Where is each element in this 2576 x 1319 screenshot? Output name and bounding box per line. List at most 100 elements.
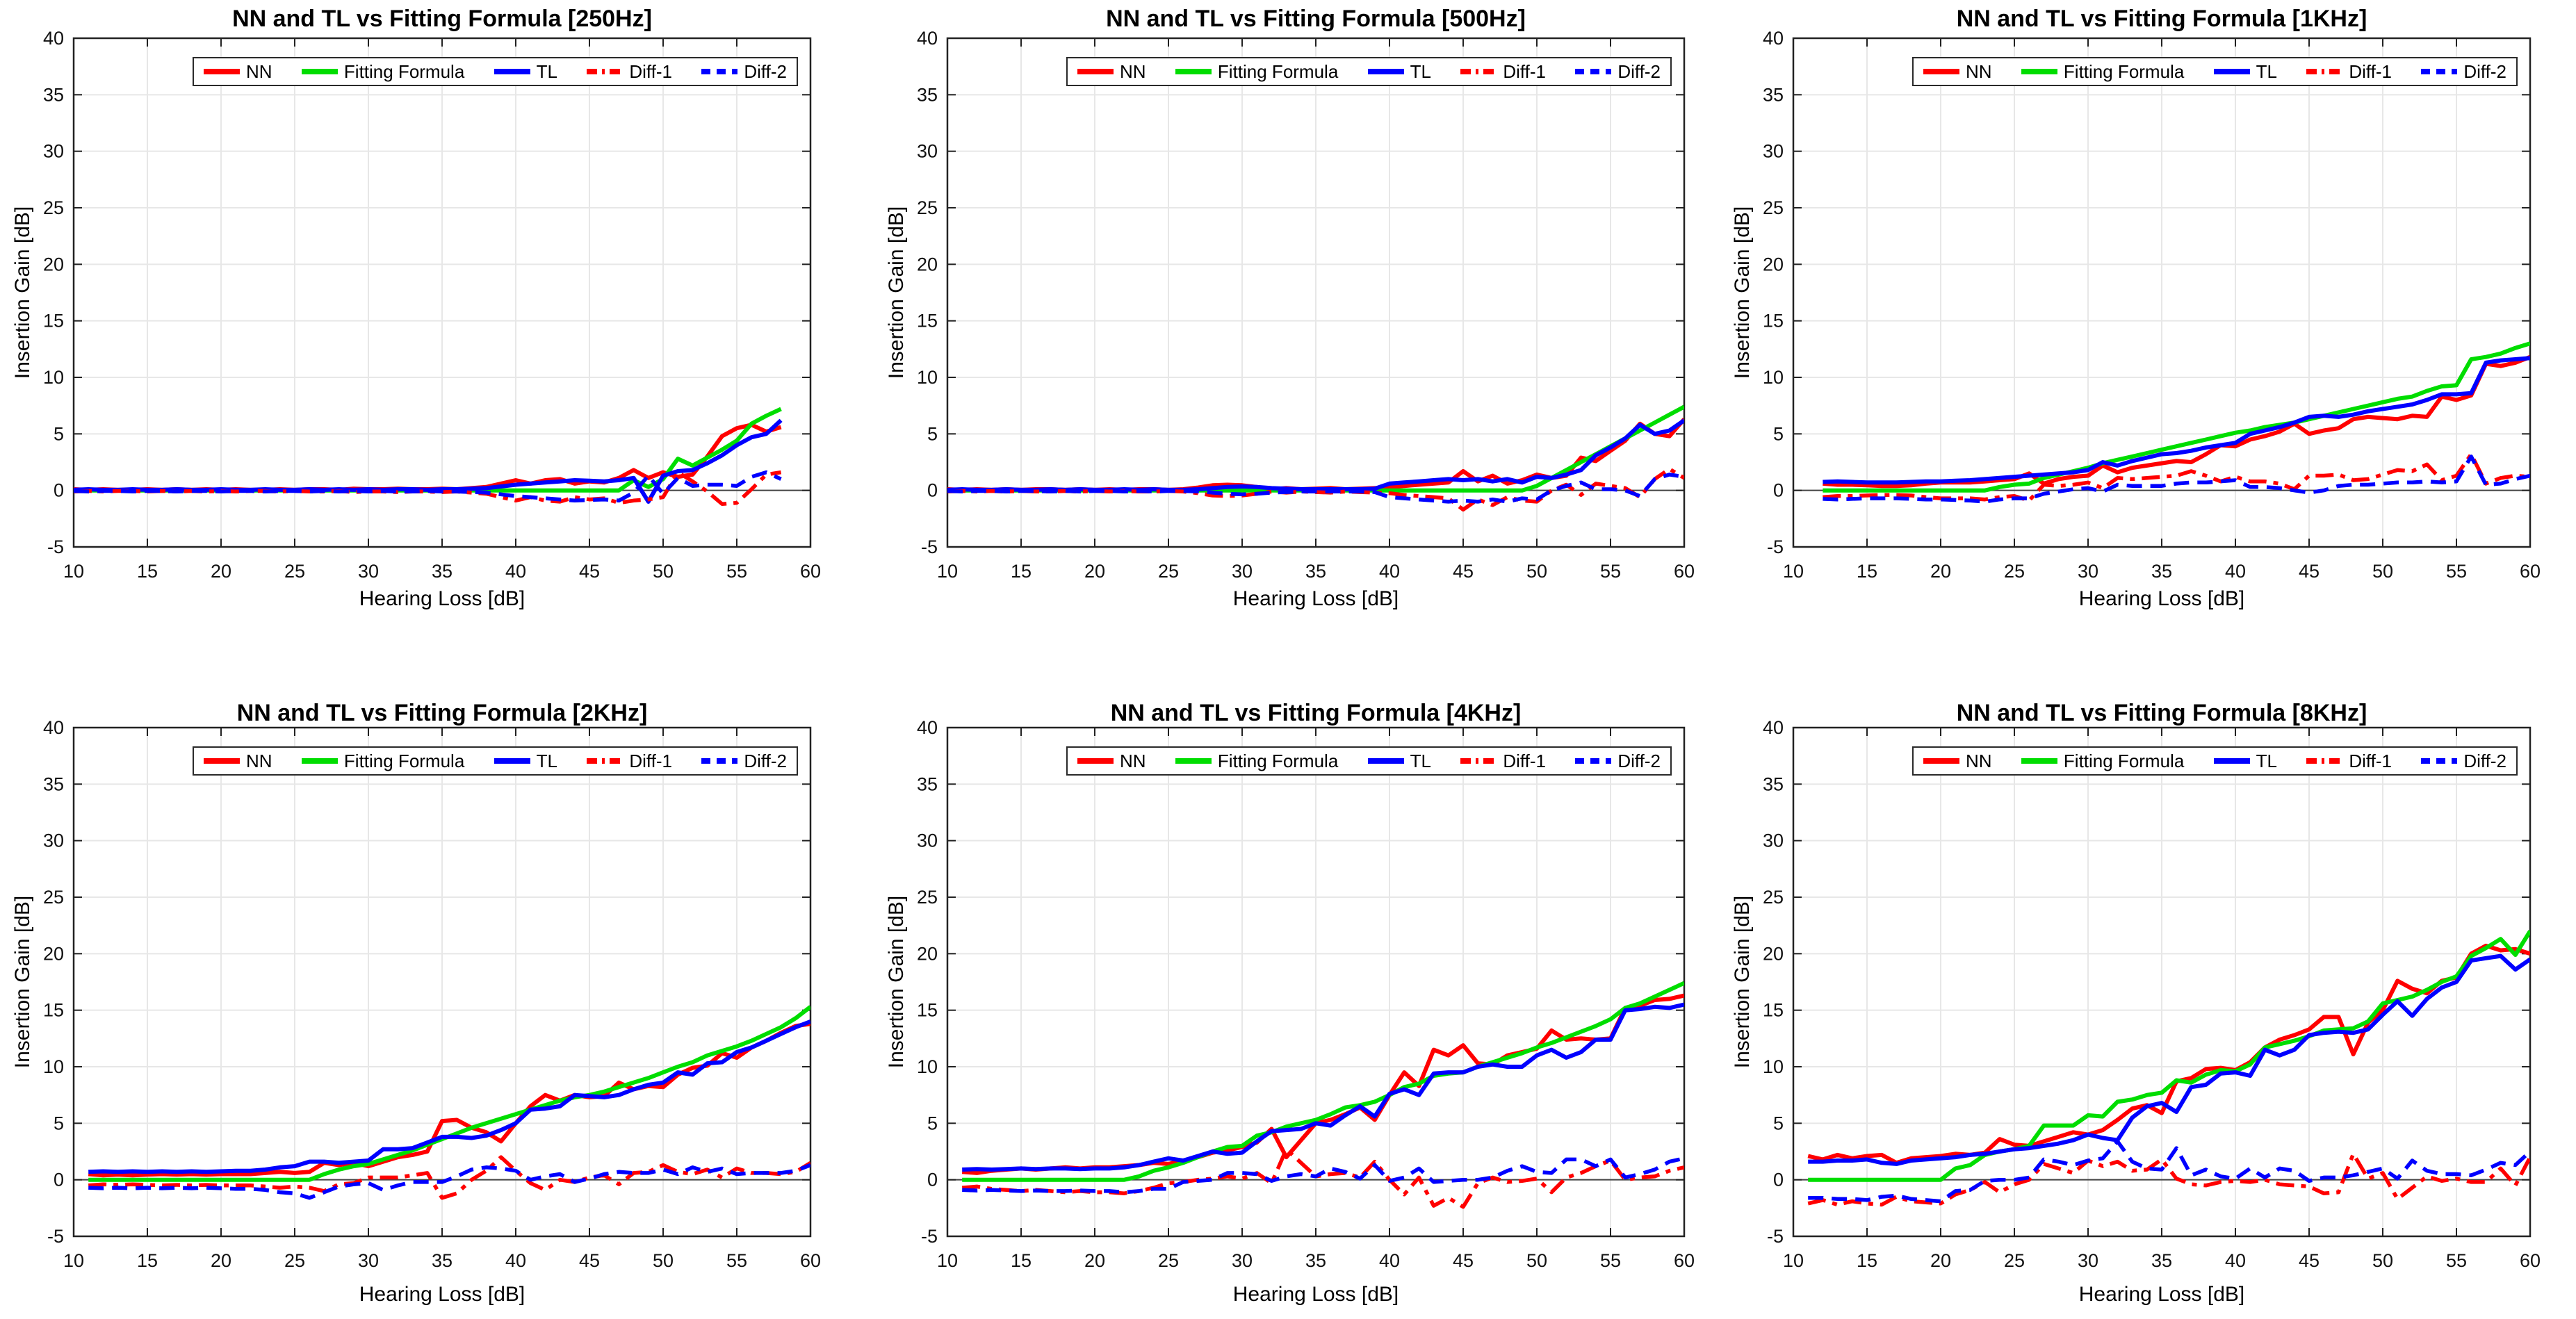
legend-item-fitting-formula: Fitting Formula <box>301 751 464 772</box>
svg-text:25: 25 <box>917 887 938 908</box>
svg-text:-5: -5 <box>1767 1226 1784 1247</box>
svg-text:20: 20 <box>1084 561 1105 582</box>
legend-label: Fitting Formula <box>343 60 465 82</box>
legend-item-nn: NN <box>204 61 272 83</box>
svg-text:45: 45 <box>579 1250 600 1271</box>
legend-label: Diff-2 <box>744 750 787 771</box>
nn-line-sample <box>204 758 240 764</box>
svg-text:55: 55 <box>2446 1250 2467 1271</box>
svg-text:25: 25 <box>917 197 938 218</box>
svg-text:60: 60 <box>1674 561 1695 582</box>
svg-text:0: 0 <box>1773 480 1784 501</box>
svg-text:20: 20 <box>211 1250 231 1271</box>
svg-text:40: 40 <box>1379 561 1400 582</box>
legend-label: Diff-1 <box>1503 750 1546 771</box>
legend-item-diff1: Diff-1 <box>1460 751 1546 772</box>
svg-text:30: 30 <box>1232 561 1253 582</box>
legend-item-diff2: Diff-2 <box>701 751 787 772</box>
nn-line-sample <box>1077 758 1114 764</box>
svg-text:20: 20 <box>1930 1250 1951 1271</box>
svg-text:20: 20 <box>211 561 231 582</box>
svg-text:40: 40 <box>1379 1250 1400 1271</box>
svg-text:0: 0 <box>927 1170 938 1190</box>
svg-text:25: 25 <box>1763 887 1784 908</box>
svg-text:25: 25 <box>284 561 305 582</box>
x-axis-label: Hearing Loss [dB] <box>2078 1283 2245 1306</box>
svg-text:55: 55 <box>726 1250 747 1271</box>
svg-text:40: 40 <box>2225 1250 2246 1271</box>
legend-label: NN <box>1966 60 1992 82</box>
svg-text:20: 20 <box>1930 561 1951 582</box>
svg-text:60: 60 <box>800 561 821 582</box>
svg-text:30: 30 <box>2078 1250 2098 1271</box>
svg-text:40: 40 <box>917 28 938 49</box>
legend-label: Diff-1 <box>2349 60 2392 82</box>
svg-text:10: 10 <box>917 1056 938 1077</box>
legend-item-fitting-formula: Fitting Formula <box>2021 751 2184 772</box>
svg-text:20: 20 <box>1763 254 1784 275</box>
svg-text:50: 50 <box>2372 1250 2393 1271</box>
legend: NN Fitting Formula TL Diff-1 Diff-2 <box>1066 57 1672 86</box>
svg-text:15: 15 <box>43 1000 64 1021</box>
svg-text:30: 30 <box>358 1250 379 1271</box>
svg-text:20: 20 <box>1084 1250 1105 1271</box>
subplot-8khz: NN and TL vs Fitting Formula [8KHz] Inse… <box>1720 660 2576 1319</box>
svg-text:15: 15 <box>1011 561 1032 582</box>
svg-text:-5: -5 <box>47 536 64 557</box>
svg-text:40: 40 <box>43 28 64 49</box>
svg-text:10: 10 <box>43 367 64 388</box>
legend-label: NN <box>1120 60 1146 82</box>
legend-item-fitting-formula: Fitting Formula <box>1175 61 1338 83</box>
x-axis-label: Hearing Loss [dB] <box>1232 587 1399 610</box>
svg-text:30: 30 <box>917 830 938 851</box>
svg-text:30: 30 <box>1763 830 1784 851</box>
svg-text:15: 15 <box>1011 1250 1032 1271</box>
tl-line-sample <box>1367 758 1404 764</box>
svg-text:25: 25 <box>1763 197 1784 218</box>
legend-item-tl: TL <box>1367 61 1431 83</box>
svg-text:35: 35 <box>917 84 938 105</box>
svg-text:25: 25 <box>43 887 64 908</box>
plot-area-500hz: 10 15 20 25 30 35 40 45 50 55 60 -5 0 5 10 15 20 25 30 35 40 <box>917 28 1695 582</box>
legend-label: Diff-1 <box>629 750 672 771</box>
svg-text:60: 60 <box>2520 1250 2541 1271</box>
svg-text:-5: -5 <box>921 536 938 557</box>
fitting-formula-line-sample <box>2021 69 2057 74</box>
svg-text:10: 10 <box>63 561 84 582</box>
fitting-formula-line-sample <box>1175 69 1212 74</box>
diff1-line-sample <box>2306 758 2343 764</box>
plot-area-8khz: 10 15 20 25 30 35 40 45 50 55 60 -5 0 5 10 15 20 25 30 35 40 <box>1763 717 2541 1271</box>
legend-item-fitting-formula: Fitting Formula <box>1175 751 1338 772</box>
svg-text:40: 40 <box>505 561 526 582</box>
legend-item-diff2: Diff-2 <box>1575 61 1661 83</box>
svg-text:0: 0 <box>1773 1170 1784 1190</box>
svg-text:20: 20 <box>917 943 938 964</box>
svg-text:15: 15 <box>137 1250 158 1271</box>
svg-text:35: 35 <box>1763 773 1784 794</box>
legend-item-fitting-formula: Fitting Formula <box>301 60 465 83</box>
svg-text:-5: -5 <box>921 1226 938 1247</box>
plot-area-4khz: 10 15 20 25 30 35 40 45 50 55 60 -5 0 5 10 15 20 25 30 35 40 <box>917 717 1695 1271</box>
svg-text:5: 5 <box>927 1113 938 1133</box>
svg-text:45: 45 <box>1453 561 1474 582</box>
svg-text:5: 5 <box>1773 1113 1784 1133</box>
svg-text:50: 50 <box>1526 561 1547 582</box>
fitting-formula-line-sample <box>1175 758 1212 764</box>
svg-text:20: 20 <box>43 254 64 275</box>
x-axis-label: Hearing Loss [dB] <box>1232 1283 1399 1306</box>
svg-text:25: 25 <box>2004 561 2025 582</box>
plot-title: NN and TL vs Fitting Formula [1KHz] <box>1956 6 2367 32</box>
svg-text:30: 30 <box>1763 141 1784 162</box>
svg-text:-5: -5 <box>1767 536 1784 557</box>
legend-item-diff1: Diff-1 <box>1460 61 1546 83</box>
plot-title: NN and TL vs Fitting Formula [4KHz] <box>1110 700 1522 726</box>
legend-label: TL <box>1410 750 1431 771</box>
svg-text:35: 35 <box>432 1250 453 1271</box>
svg-text:25: 25 <box>284 1250 305 1271</box>
svg-text:35: 35 <box>43 84 64 105</box>
plot-area-1khz: 10 15 20 25 30 35 40 45 50 55 60 -5 0 5 10 15 20 25 30 35 40 <box>1763 28 2541 582</box>
legend: NN Fitting Formula TL Diff-1 Diff-2 <box>193 746 798 776</box>
svg-text:15: 15 <box>1857 1250 1877 1271</box>
plot-title: NN and TL vs Fitting Formula [8KHz] <box>1956 700 2367 726</box>
